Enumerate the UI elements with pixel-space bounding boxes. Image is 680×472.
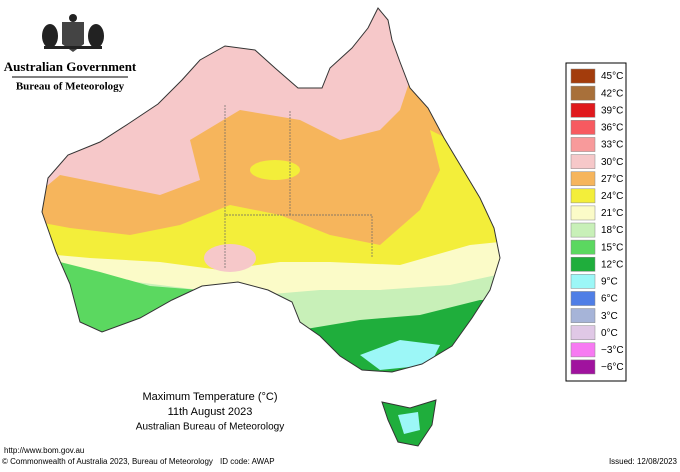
legend-swatch — [570, 291, 596, 306]
coastline — [41, 7, 501, 373]
state-borders — [224, 105, 373, 268]
legend-swatch — [570, 342, 596, 358]
bureau-title: Bureau of Meteorology — [16, 81, 125, 93]
legend-swatch — [570, 154, 596, 169]
legend-label: 18°C — [601, 225, 623, 236]
footer-id: ID code: AWAP — [220, 457, 275, 466]
legend-label: 9°C — [601, 277, 618, 288]
legend-label: 30°C — [601, 157, 623, 168]
legend-swatch — [570, 308, 596, 323]
coat-of-arms — [42, 14, 104, 52]
legend-swatch — [570, 120, 596, 135]
legend-label: 6°C — [601, 294, 618, 305]
footer-copyright: © Commonwealth of Australia 2023, Bureau… — [2, 457, 213, 466]
legend-label: 12°C — [601, 259, 623, 270]
legend-swatch — [570, 68, 596, 84]
footer-issued: Issued: 12/08/2023 — [609, 457, 678, 466]
map-date: 11th August 2023 — [168, 406, 253, 418]
government-title: Australian Government — [4, 59, 137, 74]
legend-swatch — [570, 171, 596, 187]
footer-url: http://www.bom.gov.au — [4, 446, 84, 455]
legend-label: 42°C — [601, 88, 623, 99]
legend-label: 15°C — [601, 242, 623, 253]
legend-swatch — [570, 359, 596, 375]
tasmania-alpine — [398, 412, 420, 434]
legend-label: 39°C — [601, 105, 623, 116]
legend-swatch — [570, 205, 596, 221]
legend-swatch — [570, 137, 596, 152]
map-source: Australian Bureau of Meteorology — [136, 422, 284, 433]
legend-label: −3°C — [601, 345, 624, 356]
legend-label: 27°C — [601, 174, 623, 185]
legend-swatch — [570, 188, 596, 204]
legend-swatch — [570, 102, 596, 118]
legend-swatch — [570, 239, 596, 255]
legend-swatch — [570, 325, 596, 341]
legend-swatch — [570, 222, 596, 238]
legend: 45°C 42°C 39°C 36°C 33°C 30°C 27°C 24°C 21°C 18°C… — [570, 68, 624, 375]
legend-label: 0°C — [601, 328, 618, 339]
legend-label: 24°C — [601, 191, 623, 202]
legend-swatch — [570, 256, 596, 272]
map-title: Maximum Temperature (°C) — [142, 391, 277, 403]
legend-label: 33°C — [601, 140, 623, 151]
legend-label: −6°C — [601, 362, 624, 373]
legend-swatch — [570, 274, 596, 289]
legend-label: 36°C — [601, 123, 623, 134]
legend-label: 21°C — [601, 208, 623, 219]
legend-label: 45°C — [601, 71, 623, 82]
legend-swatch — [570, 85, 596, 101]
legend-label: 3°C — [601, 311, 618, 322]
